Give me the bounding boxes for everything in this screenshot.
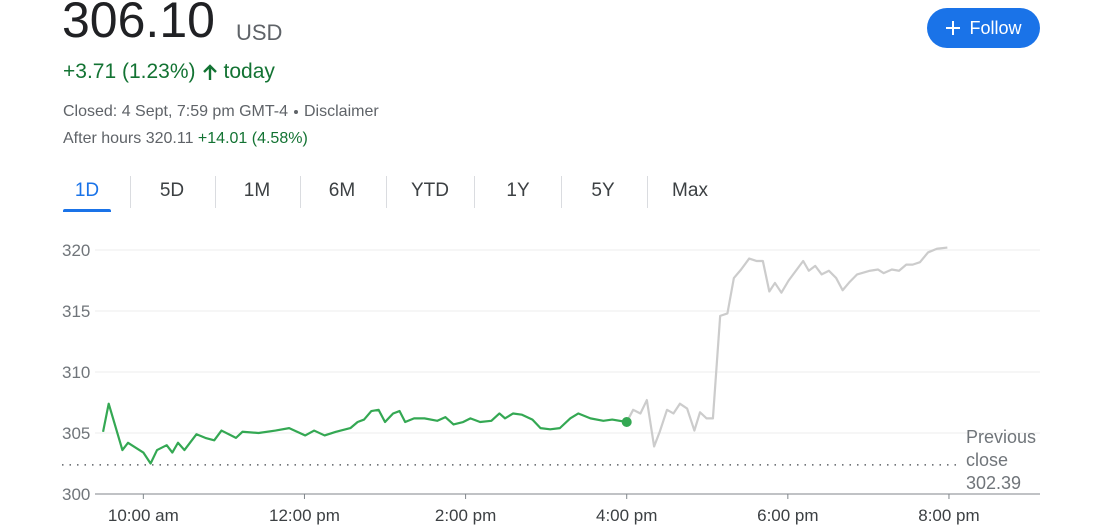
x-tick-label: 10:00 am [108, 506, 179, 525]
range-tab[interactable]: 1Y [506, 180, 530, 201]
previous-close-value: 302.39 [966, 473, 1022, 493]
y-tick-label: 315 [62, 302, 90, 321]
x-tick-label: 4:00 pm [596, 506, 657, 525]
tab-separator [129, 176, 131, 208]
change: +3.71 (1.23%) today [63, 60, 275, 84]
x-tick-label: 8:00 pm [918, 506, 979, 525]
previous-close-label: Previous close 302.39 [966, 426, 1056, 495]
close-point [621, 417, 632, 428]
range-tab[interactable]: Max [672, 180, 708, 201]
y-tick-label: 310 [62, 363, 90, 382]
range-tab[interactable]: 1D [74, 180, 100, 201]
after-hours-price: 320.11 [145, 130, 194, 147]
disclaimer[interactable]: Disclaimer [304, 103, 379, 120]
tab-separator [214, 176, 216, 208]
currency: USD [236, 20, 283, 45]
follow-button[interactable]: Follow [927, 8, 1040, 48]
tab-underline [63, 209, 111, 212]
separator-dot [294, 110, 298, 114]
x-tick-label: 2:00 pm [435, 506, 496, 525]
range-tab[interactable]: 1M [243, 180, 271, 201]
up-arrow [202, 64, 217, 80]
range-tab[interactable]: 5D [159, 180, 185, 201]
price-line [101, 402, 627, 465]
tab-separator [474, 176, 475, 208]
closed-time: Closed: 4 Sept, 7:59 pm GMT-4 [63, 103, 288, 120]
tab-separator [299, 176, 301, 208]
plus-icon [946, 21, 961, 35]
tab-separator [386, 176, 387, 208]
y-tick-label: 305 [62, 424, 90, 443]
x-tick-label: 12:00 pm [269, 506, 340, 525]
tab-separator [560, 176, 562, 208]
y-tick-label: 300 [62, 485, 90, 504]
y-tick-label: 320 [62, 241, 90, 260]
price: 306.10 [62, 0, 215, 48]
range-tab[interactable]: YTD [411, 180, 449, 201]
change-value: +3.71 (1.23%) [63, 60, 196, 83]
closed-info: Closed: 4 Sept, 7:59 pm GMT-4 Disclaimer [63, 103, 379, 121]
tab-separator [646, 176, 648, 208]
price-line [625, 246, 948, 448]
after-hours: After hours 320.11 +14.01 (4.58%) [63, 130, 308, 148]
previous-close-text: Previous close [966, 427, 1037, 470]
x-tick-label: 6:00 pm [757, 506, 818, 525]
range-tab[interactable]: 5Y [591, 180, 615, 201]
follow-label: Follow [969, 17, 1022, 38]
change-period: today [223, 60, 275, 83]
range-tab[interactable]: 6M [328, 180, 356, 201]
after-hours-label: After hours [63, 130, 142, 147]
after-hours-change: +14.01 (4.58%) [197, 130, 308, 147]
